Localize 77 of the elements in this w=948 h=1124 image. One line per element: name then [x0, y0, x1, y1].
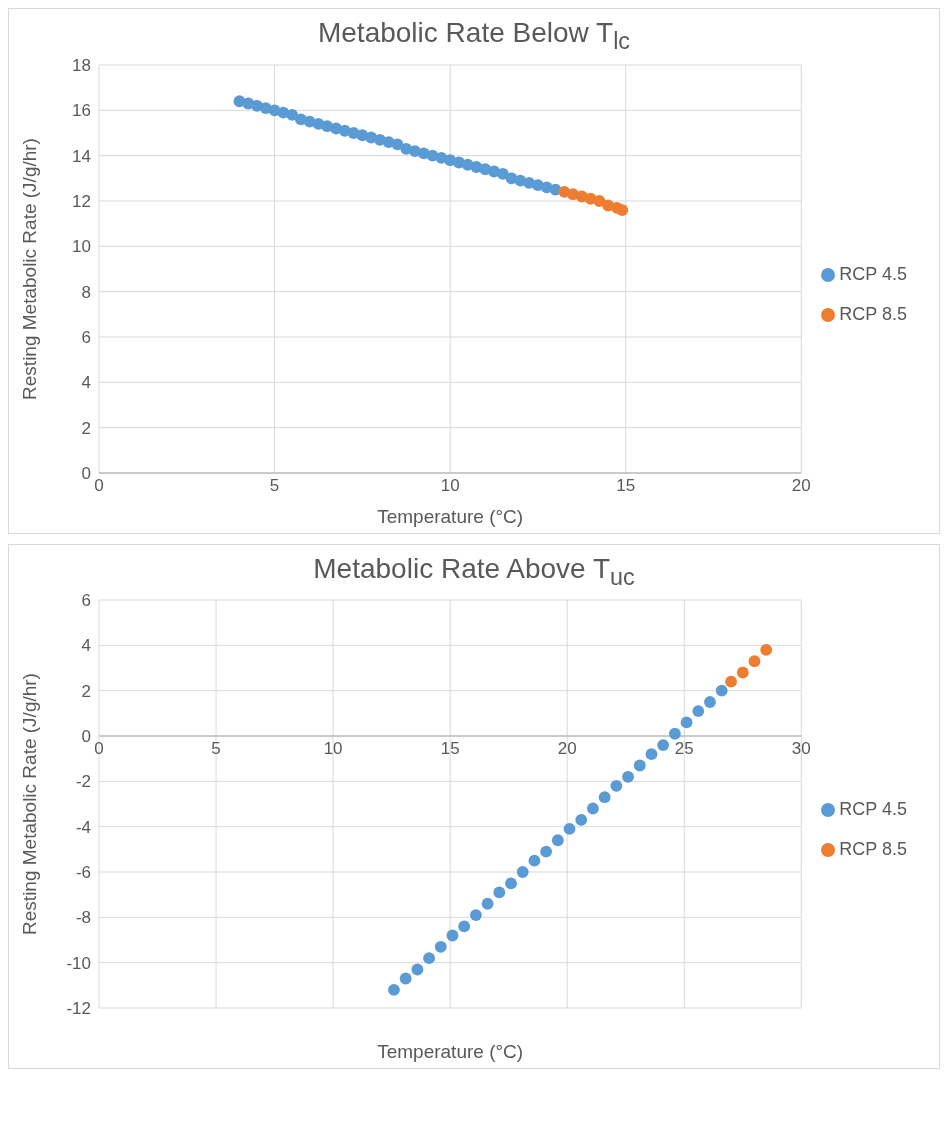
y-tick-label: -8 — [75, 908, 91, 928]
point — [622, 771, 634, 783]
point — [458, 920, 471, 933]
y-tick-label: -6 — [75, 863, 91, 883]
y-tick-label: 10 — [72, 236, 91, 256]
y-tick-label: 18 — [72, 55, 91, 75]
x-tick-label: 10 — [440, 475, 460, 495]
chart-title: Metabolic Rate Above T$_{uc}$ — [312, 551, 636, 591]
point — [616, 203, 629, 216]
point — [481, 898, 494, 910]
y-tick-label: 4 — [81, 372, 91, 392]
point — [715, 684, 728, 697]
y-axis-title: Resting Metabolic Rate (J/g/hr) — [18, 673, 40, 936]
point — [505, 877, 517, 890]
point — [680, 716, 693, 729]
point — [633, 759, 646, 772]
point — [446, 929, 459, 942]
point — [725, 675, 737, 688]
y-tick-label: 2 — [81, 681, 91, 701]
point — [469, 909, 482, 922]
y-tick-label: -12 — [66, 999, 91, 1019]
point — [657, 739, 670, 752]
x-tick-label: 0 — [94, 739, 104, 759]
point — [434, 941, 447, 953]
x-axis-title: Temperature (°C) — [377, 505, 524, 527]
x-tick-label: 5 — [211, 739, 221, 759]
point — [610, 780, 623, 792]
x-tick-label: 0 — [94, 475, 104, 495]
point — [388, 984, 400, 996]
x-axis-title: Temperature (°C) — [377, 1041, 524, 1063]
y-tick-label: 14 — [72, 146, 91, 166]
y-tick-label: 4 — [81, 636, 91, 656]
x-tick-label: 25 — [674, 739, 694, 759]
y-axis-title: Resting Metabolic Rate (J/g/hr) — [18, 137, 40, 400]
point — [748, 655, 761, 668]
x-tick-label: 5 — [269, 475, 280, 495]
point — [736, 666, 749, 679]
y-tick-label: 12 — [72, 191, 91, 211]
point — [551, 834, 564, 847]
point — [645, 748, 658, 761]
point — [411, 963, 424, 976]
point — [704, 696, 716, 709]
y-tick-label: -2 — [75, 772, 91, 792]
x-tick-label: 30 — [791, 739, 811, 759]
x-tick-label: 20 — [791, 475, 811, 495]
legend-label: RCP 8.5 — [839, 303, 907, 324]
y-tick-label: 6 — [81, 327, 91, 347]
y-tick-label: -4 — [75, 817, 91, 837]
chart-title: Metabolic Rate Below T$_{lc}$ — [316, 16, 631, 55]
x-tick-label: 15 — [440, 739, 460, 759]
point — [598, 791, 611, 804]
point — [563, 823, 576, 836]
point — [593, 194, 606, 207]
point — [692, 705, 705, 718]
point — [423, 952, 435, 965]
point — [587, 802, 599, 815]
point — [540, 845, 553, 858]
legend-label: RCP 8.5 — [839, 839, 907, 860]
point — [493, 886, 506, 899]
legend-label: RCP 4.5 — [839, 263, 907, 284]
y-tick-label: 16 — [72, 100, 91, 120]
x-tick-label: 20 — [557, 739, 577, 759]
y-tick-label: -10 — [66, 953, 91, 973]
x-tick-label: 10 — [323, 739, 343, 759]
point — [575, 814, 588, 826]
legend-label: RCP 4.5 — [839, 799, 907, 820]
point — [516, 866, 529, 879]
x-tick-label: 15 — [616, 475, 636, 495]
y-tick-label: 2 — [81, 418, 91, 438]
point — [496, 167, 509, 180]
point — [668, 728, 681, 740]
point — [528, 854, 541, 867]
y-tick-label: 6 — [81, 591, 91, 611]
point — [760, 644, 773, 656]
point — [286, 108, 299, 121]
point — [399, 972, 412, 985]
y-tick-label: 8 — [81, 282, 91, 302]
